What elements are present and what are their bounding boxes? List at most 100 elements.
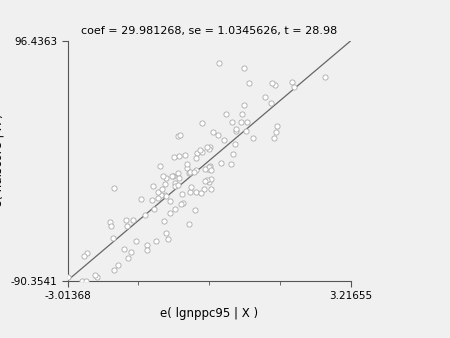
- Point: [244, 119, 251, 125]
- Point: [185, 170, 193, 175]
- Point: [228, 162, 235, 167]
- Point: [138, 196, 145, 202]
- Point: [158, 186, 166, 191]
- Point: [240, 102, 248, 108]
- Point: [322, 74, 329, 80]
- Point: [185, 222, 193, 227]
- Point: [206, 164, 213, 170]
- Point: [223, 111, 230, 116]
- Point: [250, 136, 257, 141]
- Point: [201, 187, 208, 192]
- Point: [176, 175, 183, 180]
- Point: [175, 182, 182, 188]
- Point: [162, 175, 170, 181]
- Point: [221, 137, 228, 143]
- Point: [143, 243, 150, 248]
- Point: [203, 177, 211, 183]
- Point: [207, 144, 214, 149]
- Point: [169, 173, 176, 179]
- Point: [177, 132, 184, 138]
- Point: [157, 164, 164, 169]
- Point: [171, 180, 179, 185]
- Point: [171, 154, 178, 160]
- Point: [127, 249, 134, 255]
- Point: [191, 207, 198, 213]
- Point: [180, 201, 187, 206]
- Point: [205, 179, 212, 184]
- Point: [179, 192, 186, 197]
- Point: [232, 126, 239, 132]
- Point: [171, 184, 178, 189]
- Point: [110, 267, 117, 272]
- Point: [290, 84, 297, 90]
- Point: [132, 238, 140, 244]
- Point: [83, 278, 90, 283]
- Point: [187, 190, 194, 195]
- Point: [270, 135, 278, 141]
- Point: [232, 128, 239, 134]
- Point: [91, 272, 98, 277]
- Point: [110, 185, 117, 191]
- Point: [158, 192, 165, 198]
- Point: [144, 248, 151, 253]
- Point: [242, 128, 249, 134]
- Point: [271, 82, 279, 88]
- Point: [208, 187, 215, 192]
- Point: [207, 176, 214, 182]
- Point: [175, 171, 182, 176]
- Point: [124, 223, 131, 228]
- Point: [79, 278, 86, 283]
- Point: [125, 255, 132, 261]
- Y-axis label: e( hdiscore | X ): e( hdiscore | X ): [0, 114, 5, 207]
- Point: [274, 123, 281, 129]
- Point: [217, 160, 224, 165]
- Point: [202, 178, 209, 183]
- Point: [149, 184, 156, 189]
- Point: [238, 111, 245, 117]
- Point: [188, 184, 195, 190]
- Point: [186, 170, 193, 175]
- Point: [177, 202, 184, 207]
- Point: [162, 193, 169, 198]
- Point: [241, 65, 248, 71]
- Point: [64, 274, 71, 279]
- Point: [148, 197, 155, 202]
- Point: [161, 181, 168, 186]
- Point: [216, 61, 223, 66]
- Point: [273, 130, 280, 135]
- Point: [160, 218, 167, 224]
- Point: [152, 238, 159, 244]
- Point: [155, 189, 162, 194]
- Point: [191, 169, 198, 175]
- Point: [130, 217, 137, 222]
- Point: [202, 167, 209, 172]
- Point: [197, 190, 204, 196]
- Point: [150, 207, 158, 212]
- Point: [159, 173, 166, 178]
- Point: [93, 274, 100, 280]
- Point: [232, 141, 239, 146]
- Point: [204, 145, 211, 150]
- Point: [261, 94, 269, 99]
- Point: [108, 223, 115, 229]
- Point: [166, 199, 173, 204]
- Point: [162, 231, 169, 236]
- Point: [107, 219, 114, 225]
- Point: [81, 253, 88, 258]
- Point: [245, 80, 252, 86]
- Point: [110, 235, 117, 240]
- Point: [229, 119, 236, 124]
- Point: [115, 262, 122, 268]
- Point: [166, 210, 174, 215]
- Point: [267, 100, 274, 106]
- Point: [142, 212, 149, 217]
- Point: [175, 153, 182, 159]
- Point: [183, 161, 190, 166]
- Point: [164, 236, 171, 241]
- Point: [215, 132, 222, 138]
- Point: [288, 80, 296, 85]
- Point: [162, 193, 169, 199]
- Point: [207, 167, 214, 172]
- Point: [197, 147, 204, 152]
- Point: [206, 163, 213, 169]
